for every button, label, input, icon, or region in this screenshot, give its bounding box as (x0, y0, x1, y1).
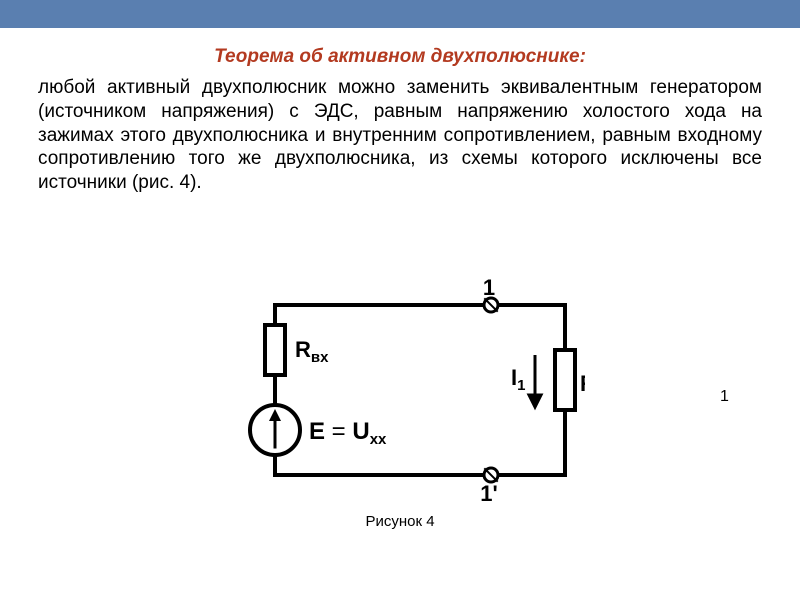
emf-label: E = Uхх (309, 418, 387, 448)
current-label: I1 (511, 365, 525, 394)
figure-caption: Рисунок 4 (0, 513, 800, 530)
load-resistor-subscript: 1 (720, 388, 729, 406)
content-area: Теорема об активном двухполюснике: любой… (0, 28, 800, 195)
circuit-diagram: 1 1' Rвх E = Uхх I1 R (215, 275, 585, 505)
resistor-internal-label: Rвх (295, 337, 329, 366)
figure-area: 1 1' Rвх E = Uхх I1 R Рисунок 4 (0, 275, 800, 530)
terminal-bottom-label: 1' (480, 481, 497, 505)
theorem-title: Теорема об активном двухполюснике: (38, 46, 762, 68)
theorem-body: любой активный двухполюсник можно замени… (38, 76, 762, 195)
header-bar (0, 0, 800, 28)
load-resistor-label: R (580, 371, 585, 396)
terminal-top-label: 1 (483, 275, 495, 300)
